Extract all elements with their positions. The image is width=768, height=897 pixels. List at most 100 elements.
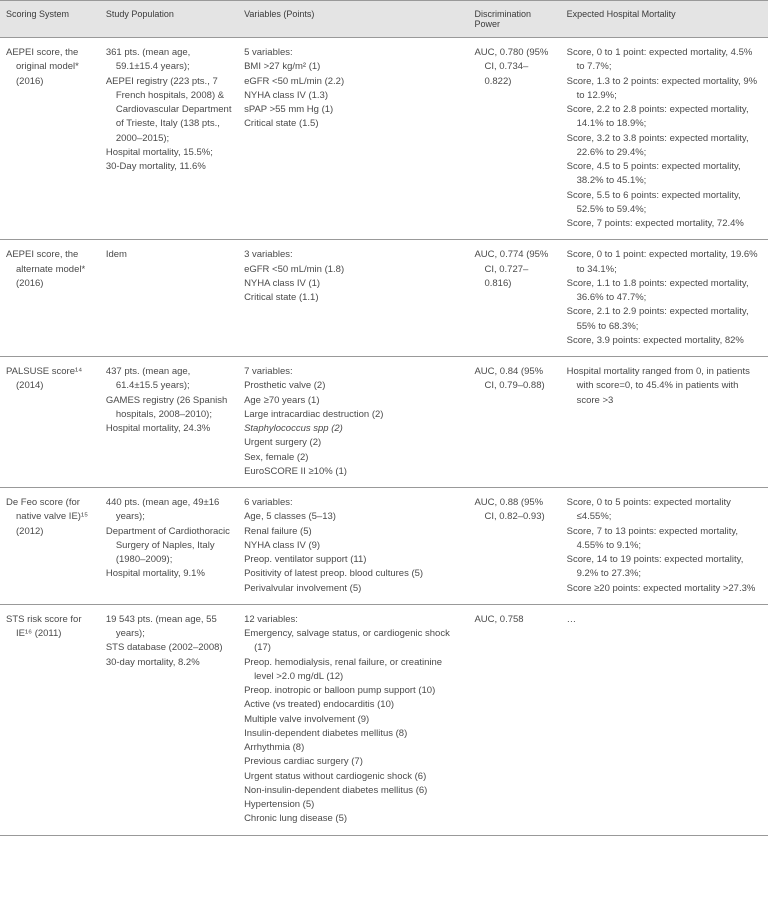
scoring-name: AEPEI score, the alternate model* (2016) [6, 248, 94, 291]
cell-scoring: PALSUSE score¹⁴ (2014) [0, 357, 100, 488]
cell-line: BMI >27 kg/m² (1) [244, 60, 462, 74]
cell-line: Emergency, salvage status, or cardiogeni… [244, 627, 462, 656]
cell-discrimination: AUC, 0.84 (95% CI, 0.79–0.88) [468, 357, 560, 488]
scoring-name: AEPEI score, the original model* (2016) [6, 46, 94, 89]
cell-population: 19 543 pts. (mean age, 55 years);STS dat… [100, 604, 238, 835]
cell-line: NYHA class IV (1) [244, 277, 462, 291]
cell-line: Score, 7 points: expected mortality, 72.… [567, 217, 762, 231]
cell-line: Preop. hemodialysis, renal failure, or c… [244, 656, 462, 685]
cell-mortality: Hospital mortality ranged from 0, in pat… [561, 357, 768, 488]
cell-line: eGFR <50 mL/min (2.2) [244, 75, 462, 89]
cell-mortality: … [561, 604, 768, 835]
header-scoring: Scoring System [0, 1, 100, 38]
cell-line: GAMES registry (26 Spanish hospitals, 20… [106, 394, 232, 423]
scoring-name: PALSUSE score¹⁴ (2014) [6, 365, 94, 394]
cell-line: Critical state (1.1) [244, 291, 462, 305]
cell-line: Age, 5 classes (5–13) [244, 510, 462, 524]
cell-line: Score, 0 to 1 point: expected mortality,… [567, 248, 762, 277]
cell-line: Hospital mortality, 24.3% [106, 422, 232, 436]
cell-line: Age ≥70 years (1) [244, 394, 462, 408]
variables-header: 6 variables: [244, 497, 293, 508]
cell-line: … [567, 613, 762, 627]
cell-scoring: AEPEI score, the alternate model* (2016) [0, 240, 100, 357]
cell-line: Score ≥20 points: expected mortality >27… [567, 582, 762, 596]
cell-line: STS database (2002–2008) [106, 641, 232, 655]
cell-line: Idem [106, 248, 232, 262]
cell-line: Urgent status without cardiogenic shock … [244, 770, 462, 784]
cell-variables: 5 variables:BMI >27 kg/m² (1)eGFR <50 mL… [238, 38, 468, 240]
cell-line: Score, 2.2 to 2.8 points: expected morta… [567, 103, 762, 132]
cell-line: Large intracardiac destruction (2) [244, 408, 462, 422]
cell-population: 437 pts. (mean age, 61.4±15.5 years);GAM… [100, 357, 238, 488]
cell-line: AUC, 0.88 (95% CI, 0.82–0.93) [474, 496, 554, 525]
cell-line: Renal failure (5) [244, 525, 462, 539]
cell-line: AUC, 0.758 [474, 613, 554, 627]
cell-line: Score, 0 to 5 points: expected mortality… [567, 496, 762, 525]
cell-line: Positivity of latest preop. blood cultur… [244, 567, 462, 581]
header-discrimination: Discrimination Power [468, 1, 560, 38]
cell-discrimination: AUC, 0.88 (95% CI, 0.82–0.93) [468, 488, 560, 605]
cell-line: Score, 3.9 points: expected mortality, 8… [567, 334, 762, 348]
variables-header: 12 variables: [244, 614, 298, 625]
cell-line: Score, 14 to 19 points: expected mortali… [567, 553, 762, 582]
scoring-systems-table: Scoring System Study Population Variable… [0, 0, 768, 836]
cell-scoring: AEPEI score, the original model* (2016) [0, 38, 100, 240]
cell-line: 440 pts. (mean age, 49±16 years); [106, 496, 232, 525]
cell-line: AUC, 0.774 (95% CI, 0.727–0.816) [474, 248, 554, 291]
variables-header: 3 variables: [244, 249, 293, 260]
cell-line: 361 pts. (mean age, 59.1±15.4 years); [106, 46, 232, 75]
cell-line: Sex, female (2) [244, 451, 462, 465]
cell-discrimination: AUC, 0.774 (95% CI, 0.727–0.816) [468, 240, 560, 357]
cell-line: EuroSCORE II ≥10% (1) [244, 465, 462, 479]
table-row: PALSUSE score¹⁴ (2014)437 pts. (mean age… [0, 357, 768, 488]
cell-variables: 7 variables:Prosthetic valve (2)Age ≥70 … [238, 357, 468, 488]
variables-header: 7 variables: [244, 366, 293, 377]
cell-variables: 12 variables: Emergency, salvage status, … [238, 604, 468, 835]
cell-line: Previous cardiac surgery (7) [244, 755, 462, 769]
cell-line: eGFR <50 mL/min (1.8) [244, 263, 462, 277]
cell-line: Non-insulin-dependent diabetes mellitus … [244, 784, 462, 798]
cell-line: Arrhythmia (8) [244, 741, 462, 755]
table-row: STS risk score for IE¹⁶ (2011)19 543 pts… [0, 604, 768, 835]
cell-line: Score, 0 to 1 point: expected mortality,… [567, 46, 762, 75]
cell-line: Score, 1.3 to 2 points: expected mortali… [567, 75, 762, 104]
cell-line: Department of Cardiothoracic Surgery of … [106, 525, 232, 568]
table-row: AEPEI score, the alternate model* (2016)… [0, 240, 768, 357]
header-population: Study Population [100, 1, 238, 38]
cell-variables: 6 variables: Age, 5 classes (5–13)Renal f… [238, 488, 468, 605]
cell-line: 30-day mortality, 8.2% [106, 656, 232, 670]
cell-line: Critical state (1.5) [244, 117, 462, 131]
cell-line: Preop. inotropic or balloon pump support… [244, 684, 462, 698]
cell-line: Score, 1.1 to 1.8 points: expected morta… [567, 277, 762, 306]
header-mortality: Expected Hospital Mortality [561, 1, 768, 38]
cell-population: 361 pts. (mean age, 59.1±15.4 years);AEP… [100, 38, 238, 240]
cell-line: 30-Day mortality, 11.6% [106, 160, 232, 174]
cell-line: Perivalvular involvement (5) [244, 582, 462, 596]
table-row: AEPEI score, the original model* (2016)3… [0, 38, 768, 240]
table-row: De Feo score (for native valve IE)¹⁵ (20… [0, 488, 768, 605]
cell-line: AEPEI registry (223 pts., 7 French hospi… [106, 75, 232, 146]
cell-line: Score, 2.1 to 2.9 points: expected morta… [567, 305, 762, 334]
cell-line: Hospital mortality, 9.1% [106, 567, 232, 581]
cell-variables: 3 variables: eGFR <50 mL/min (1.8)NYHA cl… [238, 240, 468, 357]
cell-line: Staphylococcus spp (2) [244, 422, 462, 436]
cell-scoring: STS risk score for IE¹⁶ (2011) [0, 604, 100, 835]
cell-line: Score, 5.5 to 6 points: expected mortali… [567, 189, 762, 218]
cell-mortality: Score, 0 to 5 points: expected mortality… [561, 488, 768, 605]
scoring-name: De Feo score (for native valve IE)¹⁵ (20… [6, 496, 94, 539]
scoring-name: STS risk score for IE¹⁶ (2011) [6, 613, 94, 642]
cell-line: 19 543 pts. (mean age, 55 years); [106, 613, 232, 642]
cell-discrimination: AUC, 0.780 (95% CI, 0.734–0.822) [468, 38, 560, 240]
cell-line: sPAP >55 mm Hg (1) [244, 103, 462, 117]
cell-line: Preop. ventilator support (11) [244, 553, 462, 567]
cell-discrimination: AUC, 0.758 [468, 604, 560, 835]
cell-line: Urgent surgery (2) [244, 436, 462, 450]
cell-line: NYHA class IV (9) [244, 539, 462, 553]
cell-line: AUC, 0.780 (95% CI, 0.734–0.822) [474, 46, 554, 89]
cell-line: Score, 3.2 to 3.8 points: expected morta… [567, 132, 762, 161]
cell-line: Score, 4.5 to 5 points: expected mortali… [567, 160, 762, 189]
cell-population: 440 pts. (mean age, 49±16 years);Departm… [100, 488, 238, 605]
cell-line: Hospital mortality ranged from 0, in pat… [567, 365, 762, 408]
cell-line: Insulin-dependent diabetes mellitus (8) [244, 727, 462, 741]
cell-mortality: Score, 0 to 1 point: expected mortality,… [561, 38, 768, 240]
